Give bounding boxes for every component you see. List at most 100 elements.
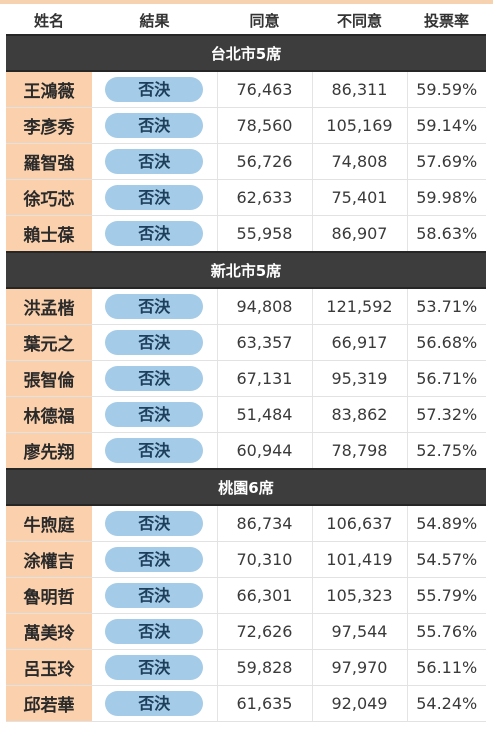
header-result: 結果 (92, 6, 217, 36)
result-badge: 否決 (105, 77, 204, 102)
table-row: 羅智強 否決 56,726 74,808 57.69% (6, 143, 486, 180)
result-badge: 否決 (105, 619, 204, 644)
table-row: 呂玉玲 否決 59,828 97,970 56.11% (6, 649, 486, 686)
agree-count: 86,734 (217, 505, 313, 542)
turnout-rate: 58.63% (407, 215, 486, 253)
disagree-count: 101,419 (312, 541, 408, 578)
agree-count: 72,626 (217, 613, 313, 650)
disagree-count: 75,401 (312, 179, 408, 216)
agree-count: 66,301 (217, 577, 313, 614)
table-row: 牛煦庭 否決 86,734 106,637 54.89% (6, 505, 486, 542)
result-cell: 否決 (92, 613, 218, 650)
result-cell: 否決 (92, 324, 218, 361)
agree-count: 63,357 (217, 324, 313, 361)
result-badge: 否決 (105, 438, 204, 463)
table-row: 洪孟楷 否決 94,808 121,592 53.71% (6, 288, 486, 325)
legislator-name: 李彥秀 (6, 107, 92, 144)
result-cell: 否決 (92, 685, 218, 722)
agree-count: 59,828 (217, 649, 313, 686)
result-badge: 否決 (105, 691, 204, 716)
legislator-name: 林德福 (6, 396, 92, 433)
turnout-rate: 54.24% (407, 685, 486, 722)
legislator-name: 張智倫 (6, 360, 92, 397)
table-row: 萬美玲 否決 72,626 97,544 55.76% (6, 613, 486, 650)
turnout-rate: 52.75% (407, 432, 486, 470)
result-cell: 否決 (92, 396, 218, 433)
header-agree: 同意 (217, 6, 312, 36)
disagree-count: 74,808 (312, 143, 408, 180)
table-row: 張智倫 否決 67,131 95,319 56.71% (6, 360, 486, 397)
header-row: 姓名 結果 同意 不同意 投票率 (6, 6, 486, 36)
legislator-name: 葉元之 (6, 324, 92, 361)
legislator-name: 賴士葆 (6, 215, 92, 253)
legislator-name: 廖先翔 (6, 432, 92, 470)
turnout-rate: 56.11% (407, 649, 486, 686)
disagree-count: 83,862 (312, 396, 408, 433)
agree-count: 56,726 (217, 143, 313, 180)
agree-count: 67,131 (217, 360, 313, 397)
agree-count: 55,958 (217, 215, 313, 253)
turnout-rate: 56.68% (407, 324, 486, 361)
disagree-count: 97,970 (312, 649, 408, 686)
recall-results-table: 姓名 結果 同意 不同意 投票率 台北市5席 王鴻薇 否決 76,463 86,311 5… (6, 6, 486, 722)
result-cell: 否決 (92, 143, 218, 180)
turnout-rate: 59.59% (407, 71, 486, 108)
top-accent-bar (0, 0, 493, 4)
disagree-count: 105,169 (312, 107, 408, 144)
header-turnout: 投票率 (407, 6, 486, 36)
agree-count: 60,944 (217, 432, 313, 470)
turnout-rate: 59.14% (407, 107, 486, 144)
section-header-row: 桃園6席 (6, 468, 486, 506)
disagree-count: 86,311 (312, 71, 408, 108)
disagree-count: 97,544 (312, 613, 408, 650)
disagree-count: 86,907 (312, 215, 408, 253)
table-row: 賴士葆 否決 55,958 86,907 58.63% (6, 215, 486, 253)
legislator-name: 洪孟楷 (6, 288, 92, 325)
agree-count: 51,484 (217, 396, 313, 433)
table-row: 徐巧芯 否決 62,633 75,401 59.98% (6, 179, 486, 216)
result-badge: 否決 (105, 185, 204, 210)
result-badge: 否決 (105, 330, 204, 355)
result-badge: 否決 (105, 511, 204, 536)
section-title: 桃園6席 (6, 468, 486, 506)
header-disagree: 不同意 (312, 6, 407, 36)
legislator-name: 邱若華 (6, 685, 92, 722)
disagree-count: 106,637 (312, 505, 408, 542)
legislator-name: 王鴻薇 (6, 71, 92, 108)
legislator-name: 牛煦庭 (6, 505, 92, 542)
turnout-rate: 57.69% (407, 143, 486, 180)
table-row: 廖先翔 否決 60,944 78,798 52.75% (6, 432, 486, 470)
result-cell: 否決 (92, 71, 218, 108)
legislator-name: 萬美玲 (6, 613, 92, 650)
result-cell: 否決 (92, 577, 218, 614)
section-title: 台北市5席 (6, 34, 486, 72)
result-cell: 否決 (92, 432, 218, 470)
agree-count: 61,635 (217, 685, 313, 722)
disagree-count: 105,323 (312, 577, 408, 614)
agree-count: 76,463 (217, 71, 313, 108)
table-row: 涂權吉 否決 70,310 101,419 54.57% (6, 541, 486, 578)
turnout-rate: 55.76% (407, 613, 486, 650)
turnout-rate: 59.98% (407, 179, 486, 216)
disagree-count: 78,798 (312, 432, 408, 470)
table-row: 邱若華 否決 61,635 92,049 54.24% (6, 685, 486, 722)
section-header-row: 新北市5席 (6, 251, 486, 289)
result-cell: 否決 (92, 360, 218, 397)
turnout-rate: 53.71% (407, 288, 486, 325)
header-name: 姓名 (6, 6, 92, 36)
turnout-rate: 56.71% (407, 360, 486, 397)
agree-count: 78,560 (217, 107, 313, 144)
table-row: 李彥秀 否決 78,560 105,169 59.14% (6, 107, 486, 144)
result-cell: 否決 (92, 649, 218, 686)
agree-count: 70,310 (217, 541, 313, 578)
turnout-rate: 54.89% (407, 505, 486, 542)
table-row: 魯明哲 否決 66,301 105,323 55.79% (6, 577, 486, 614)
disagree-count: 95,319 (312, 360, 408, 397)
result-cell: 否決 (92, 541, 218, 578)
agree-count: 94,808 (217, 288, 313, 325)
table-body: 台北市5席 王鴻薇 否決 76,463 86,311 59.59% 李彥秀 否決 78,560 1… (6, 34, 486, 722)
result-badge: 否決 (105, 221, 204, 246)
result-badge: 否決 (105, 583, 204, 608)
result-badge: 否決 (105, 547, 204, 572)
